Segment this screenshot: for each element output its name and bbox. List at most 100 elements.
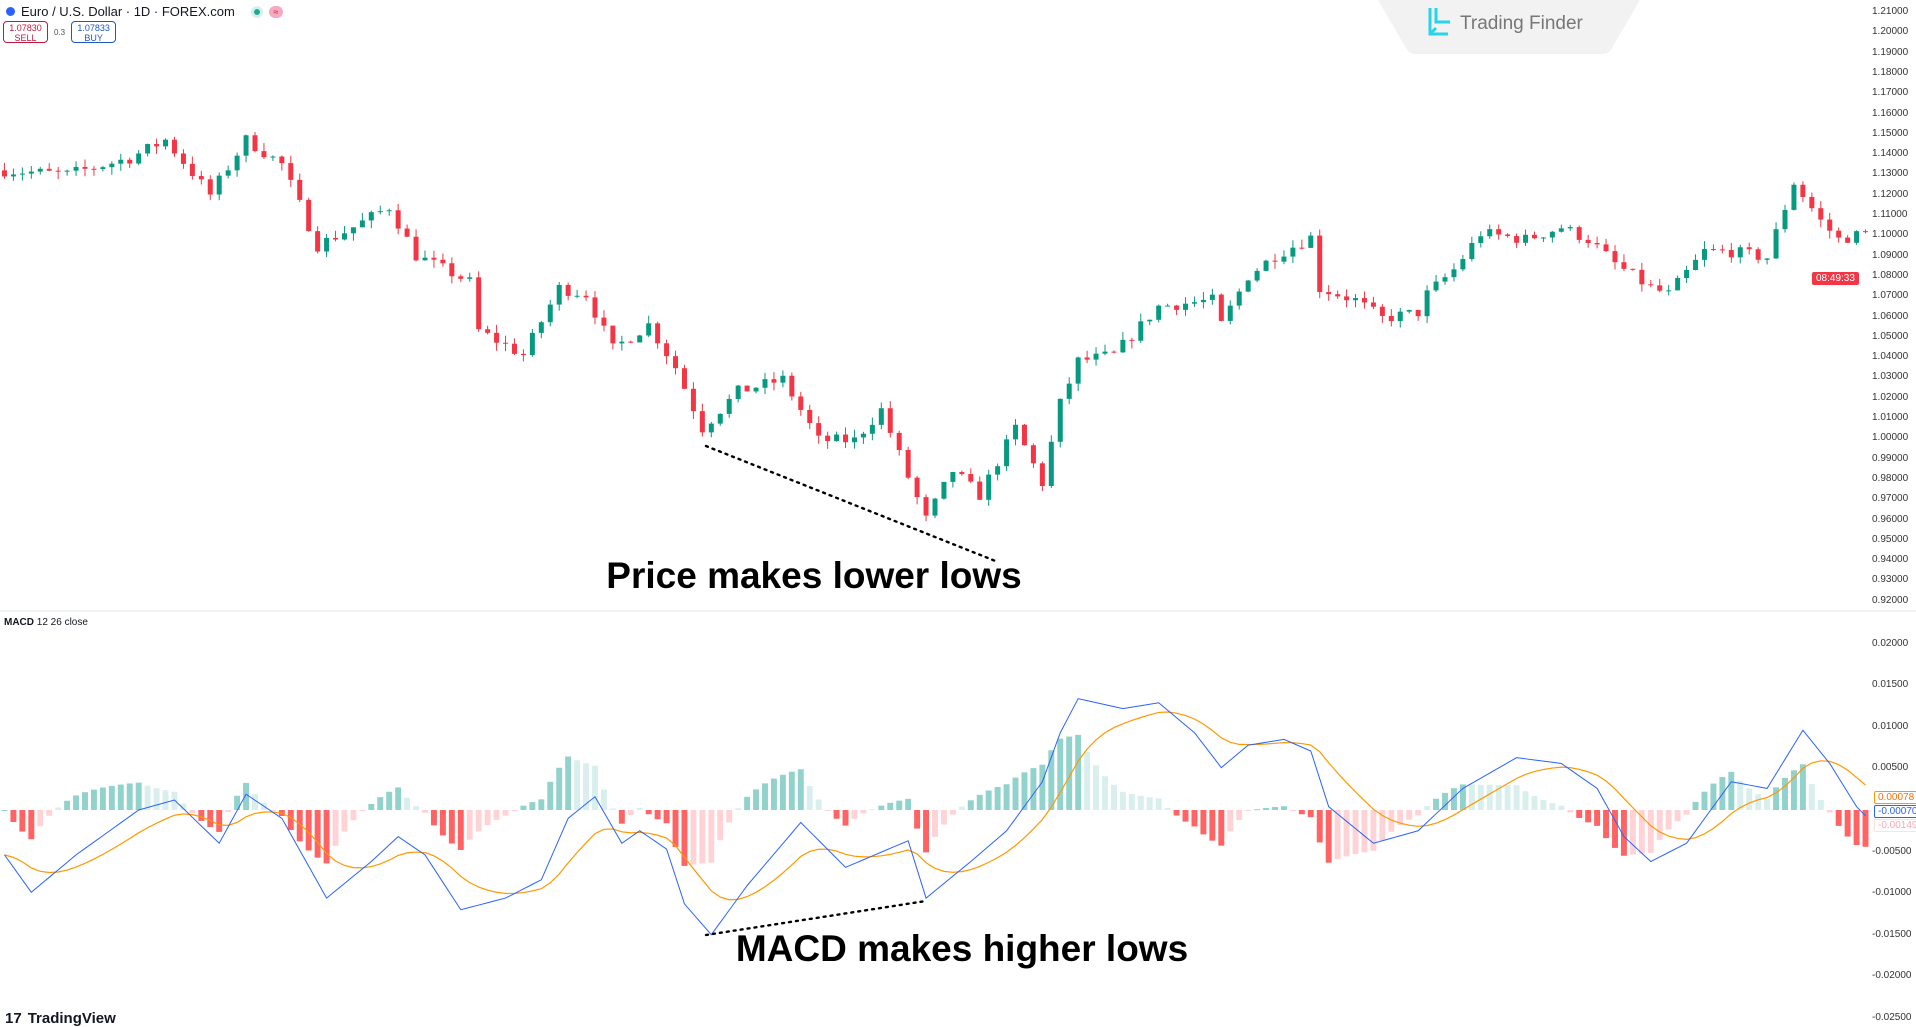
histogram-bar [779, 774, 786, 810]
candle [404, 228, 410, 237]
histogram-bar [1737, 781, 1744, 810]
histogram-bar [73, 795, 80, 810]
histogram-bar [690, 810, 697, 865]
candle [1863, 231, 1869, 233]
histogram-bar [1549, 803, 1556, 810]
buy-button[interactable]: 1.07833 BUY [71, 21, 117, 43]
price-tick: 0.95000 [1872, 533, 1909, 545]
candle [136, 153, 142, 164]
histogram-bar [1656, 810, 1663, 840]
histogram-bar [1442, 792, 1448, 810]
candle [807, 409, 813, 424]
candle [1120, 339, 1126, 353]
candle [1200, 299, 1206, 303]
histogram-bar [162, 790, 169, 810]
histogram-bar [144, 785, 151, 810]
histogram-bar [430, 810, 437, 826]
candle [377, 211, 383, 213]
histogram-bar [1504, 785, 1511, 810]
candle [1424, 290, 1430, 317]
histogram-bar [681, 810, 688, 866]
candle [1254, 270, 1260, 281]
histogram-bar [82, 792, 88, 810]
histogram-bar [493, 810, 500, 820]
candle [681, 368, 687, 389]
histogram-bar [1585, 810, 1592, 823]
candle [1183, 303, 1189, 310]
histogram-bar [1370, 810, 1377, 851]
histogram-bar [189, 810, 196, 814]
histogram-bar [1755, 794, 1762, 810]
price-tick: 0.92000 [1872, 594, 1909, 606]
histogram-bar [1773, 787, 1780, 810]
candle [1549, 231, 1555, 238]
candle [46, 168, 52, 171]
macd-tick: -0.02500 [1872, 1011, 1912, 1023]
candle [1442, 277, 1448, 282]
candle [1344, 296, 1350, 301]
histogram-bar [1352, 810, 1359, 855]
tradingview-logo[interactable]: 17 TradingView [5, 1010, 116, 1027]
histogram-bar [1495, 784, 1502, 810]
symbol-title[interactable]: Euro / U.S. Dollar · 1D · FOREX.com [21, 4, 235, 19]
histogram-bar [547, 781, 554, 810]
candle [1093, 353, 1099, 360]
macd-line [4, 698, 1866, 936]
candle [350, 227, 356, 234]
price-tick: 1.20000 [1872, 26, 1909, 38]
candle [744, 385, 750, 392]
macd-tick: 0.02000 [1872, 637, 1909, 649]
candle [1451, 269, 1457, 278]
indicator-legend[interactable]: MACD 12 26 close [4, 617, 88, 628]
histogram-bar [1155, 798, 1162, 810]
histogram-bar [1388, 810, 1395, 832]
histogram-bar [37, 810, 44, 827]
histogram-bar [1531, 796, 1538, 810]
histogram-bar [1245, 810, 1252, 811]
histogram-bar [744, 796, 751, 810]
histogram-bar [1638, 810, 1645, 854]
candle [1415, 309, 1421, 317]
price-tick: 1.06000 [1872, 310, 1909, 322]
candle [180, 153, 186, 164]
candle [511, 343, 517, 354]
histogram-bar [1522, 791, 1529, 810]
histogram-bar [1361, 810, 1368, 853]
candle [610, 325, 616, 344]
candle [37, 168, 43, 172]
candle [1379, 306, 1385, 316]
histogram-bar [878, 805, 885, 810]
histogram-bar [1826, 810, 1833, 813]
histogram-bar [753, 789, 760, 810]
histogram-bar [1567, 810, 1574, 813]
histogram-bar [735, 808, 742, 810]
candle [601, 317, 607, 326]
histogram-bar [475, 810, 482, 832]
candle [458, 276, 464, 279]
candle [1523, 234, 1529, 243]
histogram-bar [1415, 810, 1422, 816]
candle [145, 144, 151, 154]
candle [843, 434, 849, 443]
price-tick: 0.96000 [1872, 513, 1909, 525]
histogram-bar [1298, 810, 1305, 815]
candle [1746, 247, 1752, 250]
candle [1836, 230, 1842, 238]
candle [1773, 229, 1779, 259]
histogram-bar [887, 802, 894, 810]
histogram-bar [1218, 810, 1225, 846]
histogram-bar [135, 782, 142, 810]
price-tick: 1.15000 [1872, 127, 1909, 139]
sell-button[interactable]: 1.07830 SELL [3, 21, 48, 43]
candle [1854, 231, 1860, 243]
histogram-bar [1379, 810, 1386, 841]
candle [816, 423, 822, 436]
macd-histogram [1, 734, 1869, 866]
candle [941, 481, 947, 499]
histogram-bar [1334, 810, 1341, 860]
candle [1156, 305, 1162, 320]
candle [646, 323, 652, 336]
histogram-bar [1039, 764, 1046, 810]
histogram-bar [815, 799, 822, 810]
